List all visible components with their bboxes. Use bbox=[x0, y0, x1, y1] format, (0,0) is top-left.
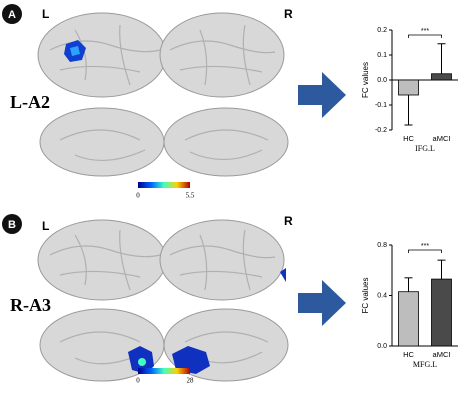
y-tick-label: 0.0 bbox=[377, 343, 387, 350]
colorbar-max: 28 bbox=[187, 377, 195, 385]
hemi-right: R bbox=[284, 214, 293, 228]
colorbar-min: 0 bbox=[136, 192, 140, 200]
bar bbox=[398, 291, 419, 347]
panel-badge bbox=[2, 214, 22, 234]
colorbar bbox=[138, 182, 190, 188]
hemi-right: R bbox=[284, 7, 293, 21]
brains-b bbox=[37, 219, 289, 382]
y-tick-label: -0.2 bbox=[375, 127, 387, 134]
x-tick-label: aMCI bbox=[433, 134, 451, 143]
x-tick-label: aMCI bbox=[433, 350, 451, 359]
significance-bracket bbox=[408, 249, 442, 253]
colorbar bbox=[138, 368, 190, 374]
bar bbox=[398, 79, 419, 96]
significance-label: *** bbox=[421, 28, 429, 35]
y-tick-label: 0.1 bbox=[377, 52, 387, 59]
panel-badge bbox=[2, 4, 22, 24]
hemi-left: L bbox=[42, 7, 49, 21]
significance-bracket bbox=[408, 34, 442, 38]
bar bbox=[431, 278, 452, 347]
arrow bbox=[298, 72, 346, 118]
panel-label: A bbox=[8, 9, 16, 21]
hemi-left: L bbox=[42, 219, 49, 233]
brains-a bbox=[37, 12, 289, 177]
colorbar-max: 5.5 bbox=[186, 192, 195, 200]
roi-label: L-A2 bbox=[10, 92, 50, 112]
colorbar-min: 0 bbox=[136, 377, 140, 385]
roi-label: R-A3 bbox=[10, 295, 51, 315]
y-axis-label: FC values bbox=[361, 277, 370, 313]
y-axis-label: FC values bbox=[361, 62, 370, 98]
x-tick-label: HC bbox=[403, 134, 414, 143]
x-tick-label: HC bbox=[403, 350, 414, 359]
arrow bbox=[298, 280, 346, 326]
y-tick-label: 0.8 bbox=[377, 242, 387, 249]
y-tick-label: 0.0 bbox=[377, 77, 387, 84]
x-axis-label: MFG.L bbox=[413, 360, 437, 369]
y-tick-label: 0.4 bbox=[377, 292, 387, 299]
y-tick-label: -0.1 bbox=[375, 102, 387, 109]
y-tick-label: 0.2 bbox=[377, 27, 387, 34]
x-axis-label: IFG.L bbox=[415, 144, 435, 153]
panel-label: B bbox=[8, 219, 16, 231]
significance-label: *** bbox=[421, 243, 429, 250]
bar bbox=[431, 73, 452, 81]
